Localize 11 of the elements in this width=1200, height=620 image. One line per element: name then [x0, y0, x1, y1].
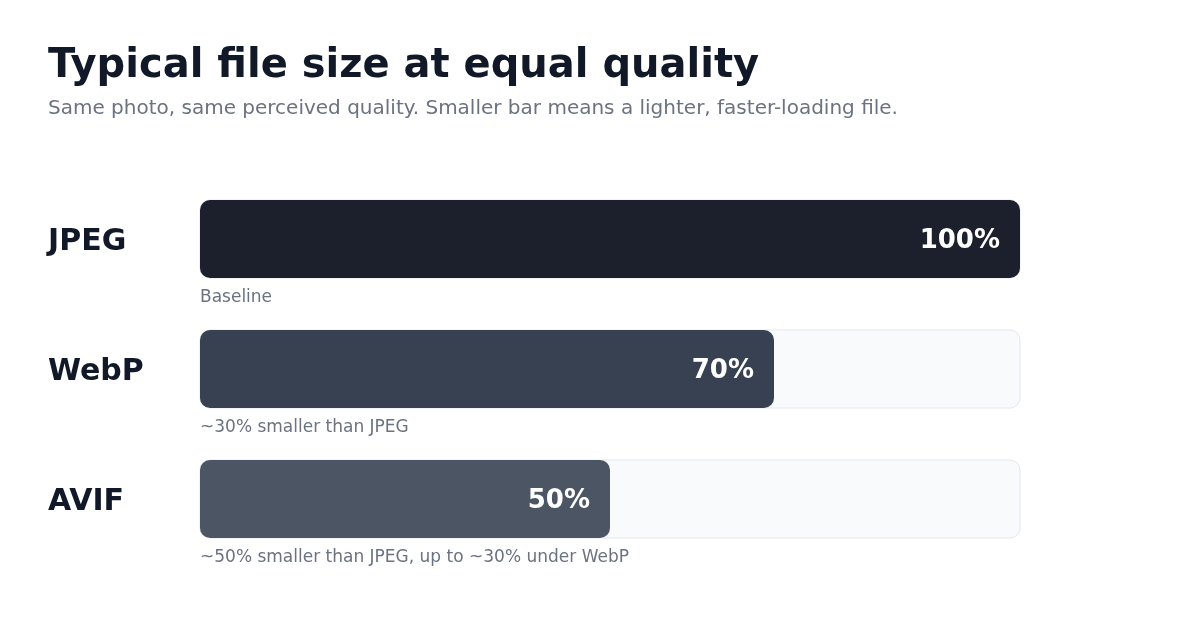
chart-subtitle: Same photo, same perceived quality. Smaller bar means a lighter, faster-loading file.: [48, 95, 898, 119]
data-label: 50%: [527, 484, 590, 514]
annotation: Baseline: [200, 285, 273, 306]
y-tick-label: WebP: [48, 351, 144, 387]
y-tick-label: JPEG: [46, 221, 127, 257]
y-tick-label: AVIF: [48, 481, 125, 517]
data-label: 70%: [691, 354, 754, 384]
annotation: ~30% smaller than JPEG: [200, 415, 409, 436]
data-label: 100%: [919, 224, 1000, 254]
chart-title: Typical file size at equal quality: [48, 40, 760, 86]
annotation: ~50% smaller than JPEG, up to ~30% under WebP: [200, 545, 629, 566]
